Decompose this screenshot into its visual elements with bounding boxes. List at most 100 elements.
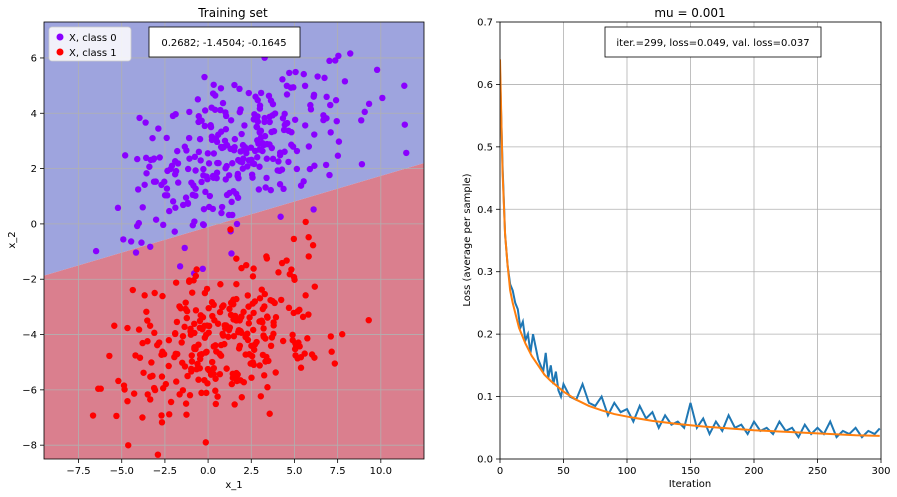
- point-class-1: [205, 304, 212, 312]
- point-class-1: [179, 332, 187, 340]
- point-class-0: [403, 149, 410, 157]
- point-class-0: [268, 144, 276, 152]
- point-class-1: [193, 366, 200, 373]
- point-class-1: [263, 255, 271, 262]
- point-class-0: [302, 122, 309, 129]
- point-class-0: [229, 211, 236, 219]
- point-class-1: [181, 363, 189, 370]
- point-class-0: [189, 222, 196, 229]
- y-tick-label: 0.6: [477, 80, 493, 91]
- point-class-1: [188, 368, 195, 375]
- point-class-0: [222, 109, 229, 116]
- point-class-1: [216, 370, 224, 378]
- point-class-1: [183, 314, 191, 322]
- point-class-0: [201, 73, 208, 81]
- point-class-0: [263, 174, 270, 182]
- point-class-1: [289, 337, 296, 344]
- point-class-1: [221, 340, 228, 348]
- point-class-0: [186, 155, 193, 162]
- point-class-1: [201, 376, 208, 384]
- x-tick-label: 200: [744, 466, 763, 477]
- point-class-1: [191, 329, 198, 337]
- point-class-1: [182, 299, 189, 306]
- point-class-0: [261, 132, 269, 140]
- point-class-1: [238, 264, 245, 272]
- point-class-0: [290, 84, 297, 91]
- point-class-0: [239, 141, 247, 149]
- point-class-0: [321, 74, 328, 82]
- point-class-1: [165, 337, 173, 344]
- point-class-1: [184, 372, 191, 380]
- point-class-0: [256, 105, 264, 112]
- point-class-1: [238, 394, 246, 401]
- point-class-0: [291, 116, 299, 123]
- point-class-1: [261, 372, 268, 379]
- left-chart: Training set −7.5 −5.0 −2.5 0.0 2.5 5.0 7.5 10.…: [7, 6, 425, 491]
- point-class-1: [124, 324, 131, 332]
- point-class-0: [210, 150, 218, 157]
- point-class-1: [249, 300, 256, 307]
- point-class-0: [365, 100, 373, 108]
- x-tick-label: −7.5: [66, 466, 90, 477]
- point-class-0: [208, 136, 216, 144]
- point-class-0: [254, 137, 261, 144]
- point-class-0: [208, 104, 215, 111]
- point-class-1: [158, 373, 166, 380]
- left-plot-frame: [43, 21, 425, 460]
- point-class-0: [161, 192, 169, 199]
- point-class-0: [241, 122, 248, 129]
- point-class-1: [230, 333, 238, 340]
- point-class-0: [218, 128, 225, 135]
- point-class-0: [195, 113, 202, 120]
- point-class-0: [139, 204, 146, 211]
- point-class-0: [263, 155, 271, 162]
- point-class-1: [171, 330, 179, 337]
- point-class-1: [151, 289, 158, 297]
- point-class-1: [223, 365, 230, 372]
- point-class-1: [328, 348, 335, 355]
- point-class-0: [293, 147, 301, 155]
- point-class-0: [175, 179, 182, 186]
- point-class-1: [290, 235, 298, 243]
- point-class-0: [114, 204, 122, 212]
- point-class-1: [249, 273, 257, 280]
- point-class-0: [169, 198, 177, 205]
- point-class-1: [286, 271, 293, 278]
- point-class-1: [193, 266, 200, 273]
- point-class-1: [259, 351, 267, 359]
- point-class-0: [192, 167, 199, 174]
- point-class-0: [279, 115, 287, 122]
- point-class-1: [154, 451, 162, 458]
- point-class-1: [256, 295, 264, 302]
- left-annotation-box: [148, 26, 301, 58]
- point-class-0: [341, 78, 349, 85]
- point-class-0: [289, 143, 297, 150]
- point-class-1: [304, 335, 311, 342]
- point-class-0: [254, 154, 261, 161]
- point-class-0: [327, 101, 334, 109]
- point-class-1: [243, 261, 250, 269]
- legend-marker-class-1: [56, 48, 64, 56]
- point-class-0: [280, 185, 287, 193]
- point-class-0: [174, 160, 182, 167]
- point-class-0: [150, 156, 157, 163]
- point-class-1: [147, 373, 154, 380]
- point-class-0: [236, 85, 243, 93]
- point-class-1: [106, 352, 113, 360]
- point-class-0: [215, 159, 222, 167]
- point-class-0: [279, 76, 286, 83]
- point-class-0: [259, 141, 267, 149]
- point-class-1: [192, 307, 200, 314]
- point-class-1: [204, 365, 212, 373]
- point-class-0: [197, 157, 204, 164]
- point-class-1: [309, 242, 317, 249]
- point-class-1: [173, 318, 181, 326]
- point-class-0: [310, 206, 317, 213]
- point-class-1: [172, 350, 179, 357]
- point-class-1: [230, 301, 237, 308]
- point-class-1: [173, 378, 180, 385]
- point-class-1: [228, 380, 236, 388]
- point-class-1: [158, 412, 165, 419]
- point-class-0: [222, 126, 230, 133]
- left-ticks: −7.5 −5.0 −2.5 0.0 2.5 5.0 7.5 10.0 −8 −6 −4 −2 0 2 4 6: [22, 53, 392, 477]
